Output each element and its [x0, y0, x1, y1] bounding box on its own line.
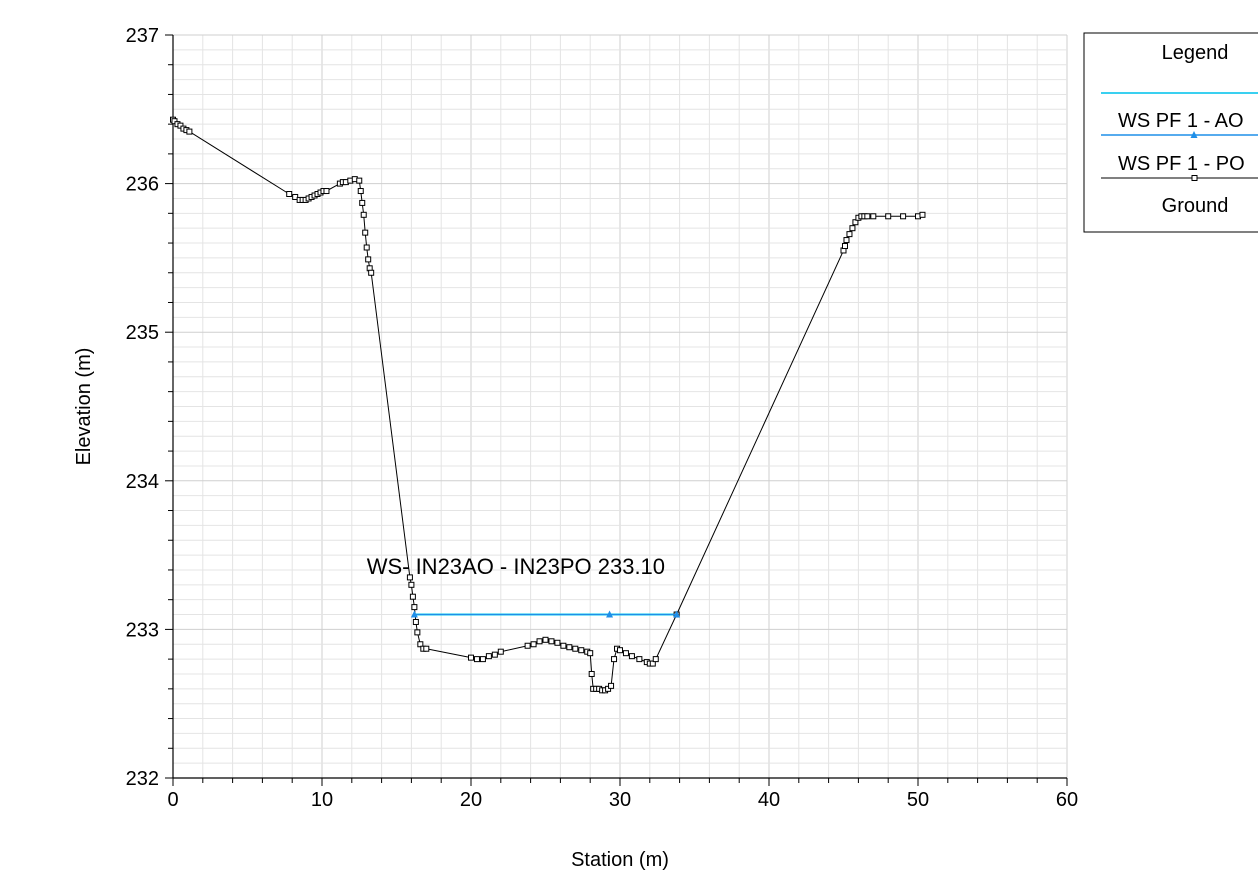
data-point [566, 644, 573, 651]
legend-box [1083, 32, 1258, 233]
data-point [622, 650, 629, 657]
data-point [608, 682, 615, 689]
data-point [536, 638, 543, 645]
water-surface-annotation: WS- IN23AO - IN23PO 233.10 [367, 554, 665, 579]
data-point [286, 191, 293, 198]
x-axis-title: Station (m) [571, 849, 669, 870]
data-point [411, 604, 418, 611]
data-point [849, 225, 856, 232]
data-point [365, 256, 372, 263]
y-tick-label: 233 [126, 619, 159, 641]
data-point [412, 618, 419, 625]
data-point [497, 648, 504, 655]
data-point [548, 638, 555, 645]
data-point [362, 229, 369, 236]
data-point [414, 629, 421, 636]
data-point [406, 574, 413, 581]
data-point [360, 211, 367, 218]
legend: Legend WS PF 1 - AO WS PF 1 - PO Ground [1083, 32, 1258, 233]
series-layer [170, 116, 926, 694]
legend-label-po: WS PF 1 - PO [1118, 153, 1245, 175]
data-point [919, 211, 926, 218]
data-point [479, 656, 486, 663]
data-point [617, 647, 623, 654]
data-point [408, 581, 415, 588]
data-point [846, 231, 853, 238]
data-point [368, 269, 375, 276]
data-point [900, 213, 907, 220]
data-point [578, 647, 585, 654]
data-point [423, 645, 430, 652]
data-point [560, 642, 567, 649]
y-axis-title: Elevation (m) [73, 348, 95, 466]
y-tick-label: 234 [126, 471, 159, 493]
series-line [172, 119, 923, 691]
data-point [473, 656, 480, 663]
grid [172, 34, 1068, 779]
data-point [628, 653, 635, 660]
y-tick-label: 236 [126, 174, 159, 196]
series-ws-pf-1-ao [410, 610, 681, 618]
data-point [606, 610, 614, 618]
data-point [554, 639, 561, 646]
data-point [542, 636, 549, 643]
data-point [652, 656, 659, 663]
data-point [572, 645, 579, 652]
data-point [357, 188, 364, 195]
data-point [409, 593, 416, 600]
data-point [530, 641, 537, 648]
series-ground [170, 116, 926, 694]
legend-title: Legend [1162, 42, 1229, 64]
data-point [186, 128, 193, 135]
y-tick-label: 235 [126, 322, 159, 344]
data-point [588, 670, 595, 677]
x-tick-label: 0 [167, 789, 178, 811]
y-tick-label: 232 [126, 768, 159, 790]
x-tick-label: 30 [609, 789, 631, 811]
data-point [841, 243, 848, 250]
x-tick-label: 10 [311, 789, 333, 811]
data-point [611, 656, 618, 663]
data-point [363, 244, 370, 251]
data-point [491, 651, 498, 658]
legend-sample-ao-marker [1190, 131, 1198, 138]
legend-label-ao: WS PF 1 - AO [1118, 110, 1244, 132]
data-point [485, 653, 492, 660]
legend-items: WS PF 1 - AO WS PF 1 - PO Ground [1101, 92, 1258, 217]
x-tick-label: 60 [1056, 789, 1078, 811]
data-point [359, 199, 366, 206]
data-point [636, 656, 643, 663]
y-tick-label: 237 [126, 25, 159, 47]
x-tick-label: 40 [758, 789, 780, 811]
data-point [864, 213, 871, 220]
data-point [410, 610, 418, 618]
data-point [356, 177, 363, 184]
data-point [524, 642, 531, 649]
legend-label-ground: Ground [1162, 195, 1229, 217]
data-point [843, 237, 850, 244]
x-tick-label: 50 [907, 789, 929, 811]
data-point [885, 213, 892, 220]
legend-sample-ground-marker [1191, 175, 1198, 181]
data-point [468, 654, 474, 661]
data-point [587, 650, 594, 657]
data-point [870, 213, 877, 220]
data-point [323, 188, 330, 195]
data-point [673, 610, 681, 618]
x-tick-label: 20 [460, 789, 482, 811]
